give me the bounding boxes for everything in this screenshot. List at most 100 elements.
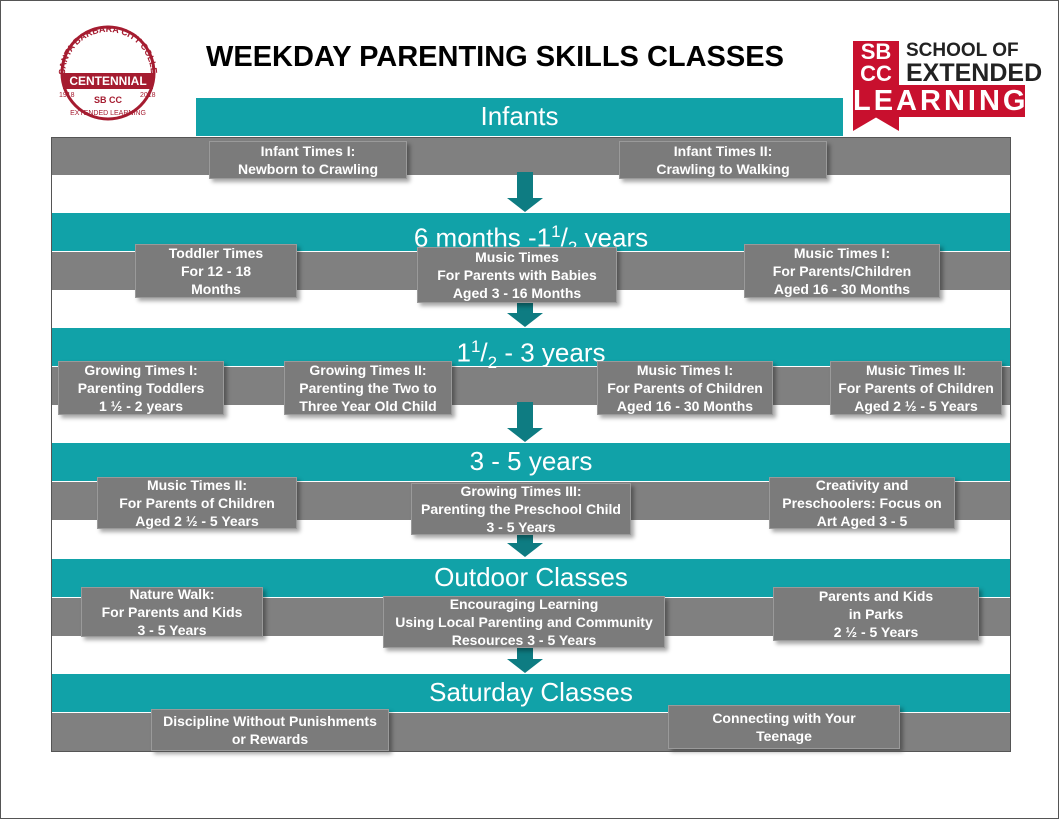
class-line: 3 - 5 Years [486,519,556,535]
logo-text: EXTENDED [906,59,1043,87]
title-part: Saturday Classes [429,677,633,707]
class-line: Months [191,281,241,297]
class-line: Aged 16 - 30 Months [773,281,911,297]
class-box: Music Times II: For Parents of Children Ag… [97,477,297,529]
class-box: Creativity and Preschoolers: Focus on Art … [769,477,955,529]
arrow [507,198,543,212]
class-line: For Parents of Children [607,380,763,396]
class-line: 3 - 5 Years [137,622,207,638]
class-line: For 12 - 18 [180,263,252,279]
logo-mark: SB [860,39,892,64]
class-line: 2 ½ - 5 Years [833,624,919,640]
class-box: Music Times II: For Parents of Children Ag… [830,361,1002,415]
class-line: Aged 2 ½ - 5 Years [135,513,259,529]
class-line: Preschoolers: Focus on [782,495,942,511]
class-line: Resources 3 - 5 Years [451,632,597,648]
arrow [507,313,543,327]
class-box: Growing Times I: Parenting Toddlers 1 ½ - … [58,361,224,415]
class-box: Growing Times III: Parenting the Preschoo… [411,483,631,535]
class-line: Music Times II: [146,477,248,493]
class-box: Growing Times II: Parenting the Two to Thr… [284,361,452,415]
class-line: Creativity and [815,477,909,493]
title-part: / [560,222,568,253]
logo-year: 2018 [140,92,156,99]
class-box: Music Times For Parents with Babies Aged 3… [417,247,617,303]
class-box: Toddler Times For 12 - 18 Months [135,244,297,298]
logo-bottom: EXTENDED LEARNING [70,110,146,117]
class-line: For Parents and Kids [101,604,243,620]
class-line: Connecting with Your [712,710,856,726]
section-title: 11/2 - 3 years [51,328,1011,372]
logo-mark: CC [860,61,892,86]
class-line: Music Times II: [865,362,967,378]
class-line: Parenting the Two to [299,380,437,396]
grey-band [51,137,1011,175]
logo-mark: SB CC [94,95,123,105]
class-line: Parenting the Preschool Child [421,501,621,517]
class-line: Crawling to Walking [656,161,790,177]
class-box: Music Times I: For Parents/Children Aged 1… [744,244,940,298]
class-box: Music Times I: For Parents of Children Age… [597,361,773,415]
class-line: Aged 3 - 16 Months [452,285,582,301]
class-line: Infant Times II: [673,143,773,159]
arrow [507,659,543,673]
class-line: Aged 16 - 30 Months [616,398,754,414]
class-line: Newborn to Crawling [238,161,378,177]
arrow [507,543,543,557]
title-part: Outdoor Classes [434,562,628,592]
arrow-stem [517,402,533,428]
class-box: Encouraging Learning Using Local Parentin… [383,596,665,648]
class-line: Aged 2 ½ - 5 Years [854,398,978,414]
class-box: Infant Times II: Crawling to Walking [619,141,827,179]
logo-arc: SANTA BARBARA CITY COLLEGE [45,15,159,75]
class-line: Music Times I: [793,245,891,261]
logo-banner: CENTENNIAL [69,74,146,88]
class-line: Toddler Times [168,245,264,261]
title: WEEKDAY PARENTING SKILLS CLASSES [206,41,784,73]
class-line: Encouraging Learning [449,596,599,612]
class-line: Music Times [475,249,559,265]
logo-text: SCHOOL OF [906,40,1019,61]
logo-text: LEARNING [853,85,1029,117]
title-part: 1 [551,222,561,241]
title-part: / [480,337,488,368]
class-line: Parenting Toddlers [77,380,205,396]
title-part: 1 [470,337,481,356]
left-logo: SANTA BARBARA CITY COLLEGE CENTENNIAL 19… [45,15,159,121]
title-part: - 3 years [497,337,606,368]
class-box: Discipline Without Punishments or Rewards [151,709,389,751]
logo-year: 1918 [59,92,75,99]
section-title: Infants [196,98,843,136]
class-line: Parents and Kids [818,588,934,604]
class-line: Using Local Parenting and Community [395,614,653,630]
class-line: Teenage [756,728,812,744]
class-line: For Parents/Children [772,263,912,279]
arrow-stem [517,172,533,198]
class-box: Parents and Kids in Parks 2 ½ - 5 Years [773,587,979,641]
svg-text:SANTA BARBARA CITY COLLEGE: SANTA BARBARA CITY COLLEGE [45,15,159,75]
title-part: Infants [480,101,559,131]
class-line: Growing Times III: [460,483,582,499]
class-line: Growing Times II: [309,362,427,378]
title-part: 3 - 5 years [469,446,593,476]
title-part: 2 [487,352,498,372]
class-line: Music Times I: [636,362,734,378]
class-box: Infant Times I: Newborn to Crawling [209,141,407,179]
class-line: For Parents with Babies [437,267,597,283]
class-box: Connecting with Your Teenage [668,705,900,749]
class-line: Growing Times I: [84,362,198,378]
class-line: Three Year Old Child [299,398,437,414]
class-box: Nature Walk: For Parents and Kids 3 - 5 Ye… [81,586,263,638]
class-line: Infant Times I: [260,143,356,159]
class-line: in Parks [848,606,904,622]
class-line: Discipline Without Punishments [163,713,377,729]
class-line: 1 ½ - 2 years [98,398,184,414]
class-line: For Parents of Children [838,380,994,396]
title-part: 1 [456,337,471,368]
class-line: Art Aged 3 - 5 [816,513,908,529]
section-title: 3 - 5 years [51,443,1011,481]
class-line: or Rewards [231,731,309,747]
class-line: Nature Walk: [129,586,215,602]
arrow [507,428,543,442]
